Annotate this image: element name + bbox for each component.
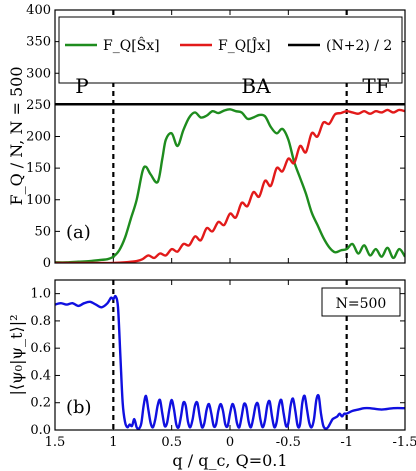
x-tick-label: -0.5	[276, 435, 301, 450]
y-tick-label: 150	[26, 161, 51, 176]
y-tick-label: 50	[34, 224, 51, 239]
y-tick-label: 0.0	[30, 423, 51, 438]
series-f-q-x-	[55, 108, 405, 263]
panel-a: 0 50 100 150 200 250 300 350 400 F_Q[Ŝx] F_Q[Ĵx]…	[7, 3, 406, 271]
y-tick-label: 250	[26, 98, 51, 113]
panel-a-y-axis-label: F_Q / N, N = 500	[7, 66, 26, 205]
panel-b-x-ticks: 1.5 1 0.5 0 -0.5 -1 -1.5	[45, 280, 416, 450]
x-tick-label: 1.5	[45, 435, 66, 450]
x-tick-label: 0.5	[161, 435, 182, 450]
y-tick-label: 0	[43, 256, 51, 271]
y-tick-label: 1.0	[30, 287, 51, 302]
x-axis-label: q / q_c, Q=0.1	[172, 451, 287, 470]
x-tick-label: -1	[340, 435, 353, 450]
panel-b-vertical-lines	[112, 280, 348, 430]
legend-label-hline: (N+2) / 2	[326, 38, 392, 54]
y-tick-label: 0.2	[30, 396, 51, 411]
panel-b-frame	[54, 279, 406, 431]
y-tick-label: 0.6	[30, 341, 51, 356]
y-tick-label: 0.8	[30, 314, 51, 329]
panel-a-vertical-lines	[112, 10, 348, 263]
x-tick-label: -1.5	[392, 435, 416, 450]
y-tick-label: 0.4	[30, 368, 51, 383]
y-tick-label: 100	[26, 193, 51, 208]
legend: F_Q[Ŝx] F_Q[Ĵx] (N+2) / 2	[58, 16, 403, 84]
panel-b-series	[55, 294, 405, 430]
x-tick-label: 1	[109, 435, 117, 450]
panel-b: 0.0 0.2 0.4 0.6 0.8 1.0 1.5 1 0.5 0 -0.5 -1 -1.5 N=…	[7, 279, 416, 470]
panel-a-label: (a)	[66, 222, 91, 243]
legend-label-sx: F_Q[Ŝx]	[103, 36, 160, 54]
x-tick-label: 0	[226, 435, 234, 450]
panel-a-series	[55, 108, 405, 263]
n-annotation: N=500	[336, 296, 387, 312]
panel-b-y-axis-label: |⟨ψ₀|ψ_t⟩|²	[7, 314, 26, 395]
series-f-q-x-	[55, 108, 405, 263]
y-tick-label: 200	[26, 130, 51, 145]
panel-a-y-ticks: 0 50 100 150 200 250 300 350 400	[26, 3, 405, 271]
legend-box	[58, 16, 403, 84]
panel-b-label: (b)	[66, 397, 92, 418]
legend-label-jx: F_Q[Ĵx]	[218, 36, 271, 54]
panel-b-y-ticks: 0.0 0.2 0.4 0.6 0.8 1.0	[30, 287, 405, 438]
y-tick-label: 350	[26, 35, 51, 50]
region-label-tf: TF	[362, 74, 389, 98]
region-label-ba: BA	[241, 74, 271, 98]
series-overlap	[55, 294, 405, 430]
y-tick-label: 300	[26, 66, 51, 81]
y-tick-label: 400	[26, 3, 51, 18]
panel-a-frame	[54, 9, 406, 264]
region-label-p: P	[75, 74, 88, 98]
n-annotation-box	[321, 287, 401, 317]
